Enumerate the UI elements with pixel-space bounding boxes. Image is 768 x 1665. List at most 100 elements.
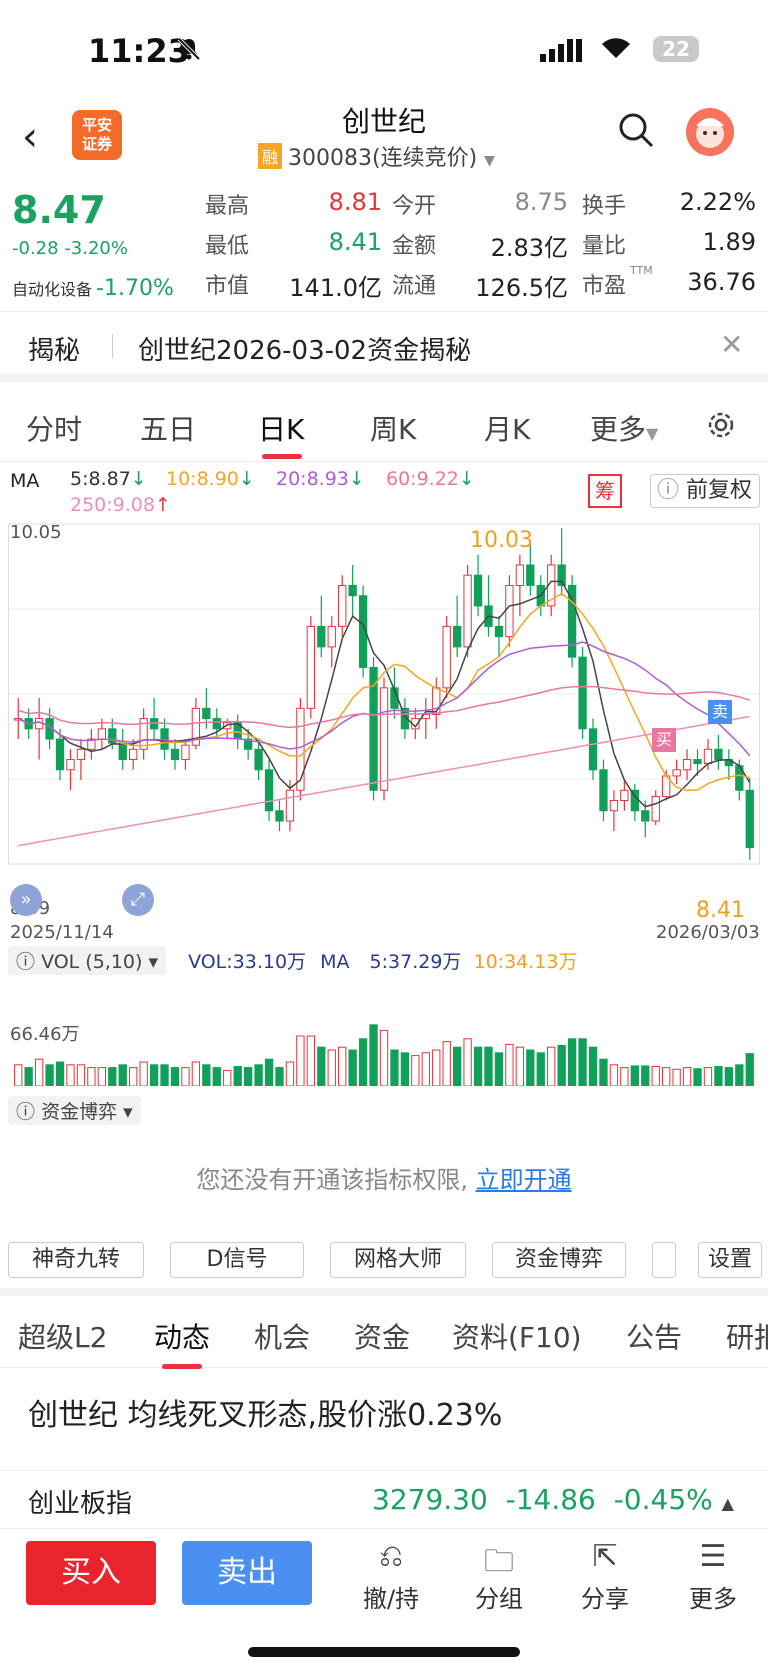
more-button[interactable]: ☰ 更多 bbox=[668, 1539, 758, 1614]
tab-more[interactable]: 更多▼ bbox=[590, 408, 658, 448]
tab-rik[interactable]: 日K bbox=[258, 413, 305, 446]
index-name: 创业板指 bbox=[28, 1489, 133, 1519]
tab-zhouk[interactable]: 周K bbox=[370, 413, 417, 446]
candle-body bbox=[693, 759, 702, 765]
back-icon[interactable]: ‹ bbox=[22, 114, 38, 160]
candle-body bbox=[243, 738, 253, 750]
volume-bar bbox=[24, 1067, 33, 1086]
tab-zijin[interactable]: 资金 bbox=[354, 1321, 411, 1354]
sector-info[interactable]: 自动化设备 -1.70% bbox=[12, 276, 174, 301]
volume-bar bbox=[672, 1068, 681, 1086]
ma5-value: 5:8.87↓ bbox=[70, 468, 147, 490]
indicator-settings-button[interactable]: 设置 bbox=[698, 1242, 762, 1278]
tab-dongtai[interactable]: 动态 bbox=[154, 1321, 211, 1354]
volume-bar bbox=[641, 1065, 650, 1086]
volume-bar bbox=[212, 1067, 221, 1086]
candle-body bbox=[338, 584, 347, 627]
search-icon[interactable] bbox=[618, 112, 654, 148]
tab-fenshi[interactable]: 分时 bbox=[26, 413, 83, 446]
indicator-btn-grid[interactable]: 网格大师 bbox=[330, 1242, 466, 1278]
chip-button[interactable]: 筹 bbox=[588, 474, 622, 508]
volume-bar bbox=[55, 1061, 65, 1086]
volume-bar bbox=[243, 1067, 253, 1086]
share-button[interactable]: ⇱ 分享 bbox=[560, 1539, 650, 1614]
volume-bar bbox=[432, 1049, 441, 1086]
candle-body bbox=[191, 707, 201, 746]
tab-yanbao[interactable]: 研报 bbox=[726, 1321, 768, 1354]
candle-body bbox=[139, 718, 148, 750]
quote-value: 2.83亿 bbox=[490, 234, 568, 262]
action-bar: 买入 卖出 ⎌ 撤/持 🗀 分组 ⇱ 分享 ☰ 更多 bbox=[0, 1528, 768, 1665]
candle-body bbox=[358, 595, 368, 668]
candle-body bbox=[296, 707, 305, 791]
indicator-btn-jiuzhuan[interactable]: 神奇九转 bbox=[8, 1242, 144, 1278]
candle-body bbox=[714, 748, 723, 761]
indicator-btn-dsignal[interactable]: D信号 bbox=[170, 1242, 304, 1278]
quote-label: 最低 bbox=[205, 234, 250, 259]
index-pct: -0.45% bbox=[613, 1483, 713, 1516]
quote-value: 36.76 bbox=[687, 268, 756, 296]
volume-bar bbox=[338, 1046, 347, 1086]
tab-l2[interactable]: 超级L2 bbox=[18, 1321, 108, 1354]
buy-marker[interactable]: 买 bbox=[652, 728, 676, 752]
tab-wuri[interactable]: 五日 bbox=[140, 413, 197, 446]
share-icon: ⇱ bbox=[592, 1539, 618, 1574]
ma250-text: 250:9.08 bbox=[70, 494, 155, 516]
tab-gonggao[interactable]: 公告 bbox=[626, 1321, 683, 1354]
broker-logo[interactable]: 平安 证券 bbox=[72, 110, 122, 160]
volume-bar bbox=[463, 1038, 472, 1086]
more-label: 更多 bbox=[689, 1585, 737, 1613]
tab-f10[interactable]: 资料(F10) bbox=[452, 1321, 582, 1354]
stock-code-text: 300083(连续竞价) bbox=[288, 146, 478, 171]
open-permission-link[interactable]: 立即开通 bbox=[475, 1166, 572, 1194]
volume-bar bbox=[390, 1049, 399, 1086]
expand-icon[interactable]: ⤢ bbox=[122, 884, 154, 916]
volume-selector[interactable]: ⓘ VOL (5,10) ▾ bbox=[8, 946, 167, 975]
tab-yuek[interactable]: 月K bbox=[484, 413, 531, 446]
news-headline[interactable]: 创世纪 均线死叉形态,股价涨0.23% bbox=[28, 1398, 503, 1433]
indicator-btn-extra[interactable] bbox=[652, 1242, 676, 1278]
index-bar[interactable]: 创业板指 3279.30 -14.86 -0.45% ▲ bbox=[0, 1470, 768, 1528]
gear-icon[interactable] bbox=[706, 410, 736, 440]
quote-value: 1.89 bbox=[702, 228, 756, 256]
volume-bar bbox=[515, 1046, 525, 1086]
volume-bar bbox=[296, 1035, 305, 1086]
kline-chart[interactable] bbox=[8, 516, 760, 940]
sell-marker[interactable]: 卖 bbox=[708, 700, 732, 724]
stock-code[interactable]: 融 300083(连续竞价) ▼ bbox=[258, 140, 495, 172]
close-icon[interactable]: ✕ bbox=[720, 328, 744, 361]
group-button[interactable]: 🗀 分组 bbox=[454, 1539, 544, 1614]
candle-body bbox=[76, 748, 86, 761]
candle-body bbox=[578, 656, 587, 730]
candle-body bbox=[264, 769, 274, 812]
candle-body bbox=[452, 625, 462, 648]
collapse-icon[interactable]: » bbox=[10, 884, 42, 916]
quote-label: 今开 bbox=[392, 194, 437, 219]
candle-body bbox=[651, 795, 660, 822]
index-values: 3279.30 -14.86 -0.45% ▲ bbox=[372, 1483, 734, 1516]
quote-value: 2.22% bbox=[679, 188, 756, 216]
indicator-btn-fund[interactable]: 资金博弈 bbox=[492, 1242, 626, 1278]
candle-body bbox=[129, 748, 138, 761]
quote-value: 8.81 bbox=[328, 188, 382, 216]
buy-button[interactable]: 买入 bbox=[26, 1541, 156, 1605]
volume-bar bbox=[181, 1067, 190, 1086]
cancel-hold-button[interactable]: ⎌ 撤/持 bbox=[346, 1539, 436, 1614]
volume-chart[interactable] bbox=[8, 974, 760, 1086]
fuquan-button[interactable]: ⓘ 前复权 bbox=[650, 474, 760, 508]
candle-body bbox=[55, 738, 65, 771]
share-label: 分享 bbox=[581, 1585, 629, 1613]
indicator-selector[interactable]: ⓘ 资金博弈 ▾ bbox=[8, 1096, 141, 1125]
volume-bar bbox=[536, 1052, 545, 1086]
quote-value: 141.0亿 bbox=[289, 274, 382, 302]
avatar[interactable] bbox=[686, 108, 734, 156]
tab-jihui[interactable]: 机会 bbox=[254, 1321, 311, 1354]
sell-button[interactable]: 卖出 bbox=[182, 1541, 312, 1605]
index-value: 3279.30 bbox=[372, 1483, 488, 1516]
ma10-value: 10:8.90↓ bbox=[166, 468, 255, 490]
news-banner[interactable]: 揭秘 创世纪2026-03-02资金揭秘 ✕ bbox=[0, 312, 768, 382]
down-arrow-icon: ↓ bbox=[238, 468, 255, 490]
ma-label[interactable]: MA bbox=[10, 470, 40, 492]
candle-body bbox=[682, 759, 692, 771]
candle-body bbox=[641, 810, 650, 822]
